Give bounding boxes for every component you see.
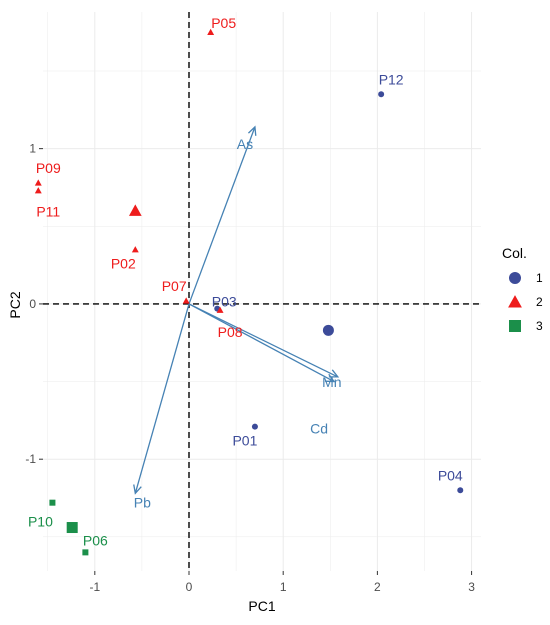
x-tick-label: 0 xyxy=(186,580,193,594)
data-point xyxy=(251,423,258,430)
loading-arrowhead xyxy=(328,369,340,378)
legend-title: Col. xyxy=(502,245,527,261)
data-point xyxy=(378,91,385,98)
x-tick-label: 2 xyxy=(374,580,381,594)
loading-arrowhead xyxy=(325,373,336,383)
point-label: P10 xyxy=(28,514,53,530)
x-tick-label: 3 xyxy=(468,580,475,594)
point-label: P06 xyxy=(83,532,108,548)
group-centroid xyxy=(322,324,334,336)
legend-label: 3 xyxy=(536,319,543,333)
x-tick-label: -1 xyxy=(89,580,100,594)
data-points xyxy=(34,28,464,556)
x-tick-label: 1 xyxy=(280,580,287,594)
point-label: P11 xyxy=(36,204,60,220)
legend-entries: 1 2 3 xyxy=(508,271,543,333)
group-centroid xyxy=(128,204,142,216)
loading-label: As xyxy=(237,136,253,152)
y-tick-label: 1 xyxy=(29,142,36,156)
point-label: P02 xyxy=(111,256,136,272)
loading-label: Pb xyxy=(134,494,151,510)
loading-arrowhead xyxy=(247,125,257,136)
grid xyxy=(43,12,481,571)
y-axis-title: PC2 xyxy=(7,291,23,318)
point-labels: P01 P03 P04 P12 P02 P05 P07 P08 P09 P11 P06 P10 xyxy=(28,15,463,548)
group-centroid xyxy=(66,522,78,534)
data-point xyxy=(207,28,215,35)
y-tick-label: 0 xyxy=(29,297,36,311)
point-label: P01 xyxy=(232,433,257,449)
data-point xyxy=(182,297,190,304)
loading-arrowhead xyxy=(133,484,142,495)
data-point xyxy=(49,499,56,506)
loading-label: Cd xyxy=(310,421,328,437)
loading-arrow xyxy=(188,303,335,383)
data-point xyxy=(34,187,42,194)
point-label: P07 xyxy=(162,278,187,294)
loading-arrow xyxy=(188,303,339,378)
point-label: P08 xyxy=(218,324,243,340)
point-label: P03 xyxy=(212,294,237,310)
data-point xyxy=(82,549,89,556)
point-label: P09 xyxy=(36,160,61,176)
loading-arrow xyxy=(134,303,190,494)
data-point xyxy=(457,487,464,494)
legend-key xyxy=(508,295,522,308)
point-label: P12 xyxy=(379,71,404,87)
legend-key xyxy=(509,272,521,284)
point-label: P05 xyxy=(211,15,236,31)
data-point xyxy=(34,179,42,186)
data-point xyxy=(216,306,224,313)
legend-label: 2 xyxy=(536,295,543,309)
axes: -1 0 1 2 3 -1 0 1 xyxy=(25,142,475,594)
data-point xyxy=(131,246,139,253)
y-tick-label: -1 xyxy=(25,452,36,466)
reference-lines xyxy=(43,12,481,571)
x-axis-title: PC1 xyxy=(248,598,275,614)
loading-arrow xyxy=(188,126,256,305)
legend: Col. 1 2 3 xyxy=(502,245,543,333)
point-label: P04 xyxy=(438,467,463,483)
legend-key xyxy=(509,320,521,332)
legend-label: 1 xyxy=(536,271,543,285)
